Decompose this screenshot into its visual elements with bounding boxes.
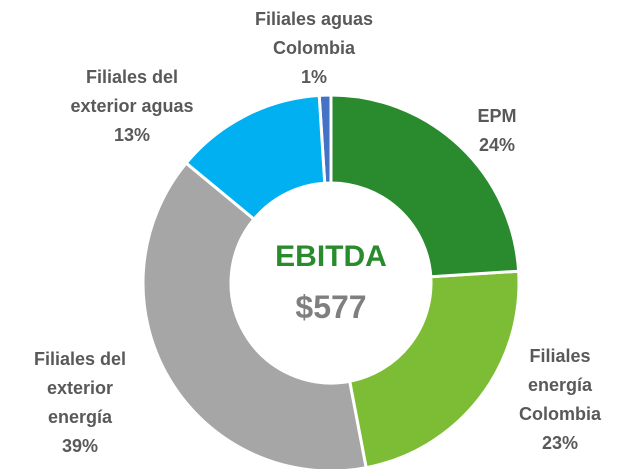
category-name: Filiales aguas Colombia: [254, 9, 374, 58]
slice-label: Filiales del exterior aguas 13%: [62, 63, 202, 150]
donut-slice: [141, 161, 368, 469]
slice-label: Filiales del exterior energía 39%: [20, 345, 140, 461]
value-label: 1%: [300, 67, 327, 87]
slice-label: Filiales aguas Colombia 1%: [234, 5, 394, 92]
donut-slice: [347, 269, 521, 469]
donut-slice: [184, 93, 327, 222]
value-label: 23%: [541, 433, 579, 453]
slice-label: Filiales energía Colombia 23%: [505, 342, 615, 458]
category-name: Filiales energía Colombia: [518, 346, 601, 424]
category-name: EPM: [477, 106, 517, 126]
center-title: EBITDA: [275, 240, 387, 273]
category-name: Filiales del exterior energía: [33, 349, 127, 427]
center-value: $577: [295, 289, 366, 325]
value-label: 24%: [478, 135, 516, 155]
donut-slice: [329, 93, 521, 279]
slice-label: EPM 24%: [447, 102, 547, 160]
value-label: 13%: [113, 125, 151, 145]
category-name: Filiales del exterior aguas: [70, 67, 194, 116]
value-label: 39%: [61, 436, 99, 456]
